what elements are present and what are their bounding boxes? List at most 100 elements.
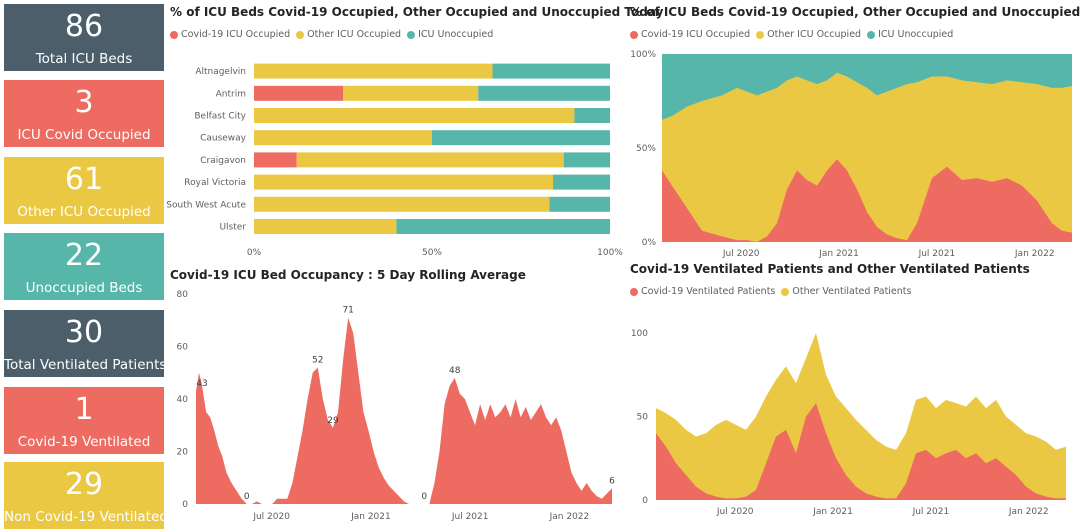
legend-item-unoccupied[interactable]: ICU Unoccupied [407,29,493,40]
x-tick-label: Jan 2021 [818,249,859,259]
chart1-legend: Covid-19 ICU Occupied Other ICU Occupied… [170,29,499,40]
kpi-value: 30 [64,315,104,350]
y-tick-label: 0 [642,496,648,506]
ventilated-patients-chart: 0 50 100 Jul 2020 Jan 2021 Jul 2021 Jan 2022 [631,329,1066,517]
x-tick-label: Jul 2021 [918,249,956,259]
legend-item-unoccupied[interactable]: ICU Unoccupied [867,29,953,40]
bar-segment [254,130,432,146]
legend-item-covid-ventilated[interactable]: Covid-19 Ventilated Patients [630,286,775,297]
legend-label: Covid-19 ICU Occupied [181,29,291,40]
x-tick-label: Jan 2021 [350,512,391,522]
legend-item-other-ventilated[interactable]: Other Ventilated Patients [781,286,911,297]
hospital-label: Causeway [200,134,247,144]
kpi-label: Total ICU Beds [35,51,133,67]
x-tick-label: Jan 2022 [549,512,590,522]
x-tick-label: Jul 2021 [912,507,950,517]
covid-occupied-area [662,159,1072,242]
legend-dot [630,287,638,296]
bar-segment [254,152,297,168]
legend-item-covid[interactable]: Covid-19 ICU Occupied [630,29,750,40]
legend-item-other[interactable]: Other ICU Occupied [756,29,861,40]
legend-label: Covid-19 ICU Occupied [641,29,751,40]
bar-segment [254,85,343,101]
legend-dot [781,287,790,296]
y-tick-label: 100 [631,329,648,339]
bar-segment [254,174,554,190]
hospital-label: South West Acute [166,200,246,210]
bar-segment [563,152,610,168]
kpi-unoccupied-beds[interactable]: 22 Unoccupied Beds [4,233,164,300]
data-label: 48 [449,366,461,376]
kpi-value: 1 [74,392,94,427]
x-tick-label: 0% [247,248,262,258]
legend-label: Other ICU Occupied [307,29,402,40]
kpi-label: Non Covid-19 Ventilated [4,509,168,525]
hospital-label: Royal Victoria [184,178,246,188]
x-tick-label: 50% [422,248,442,258]
kpi-total-ventilated[interactable]: 30 Total Ventilated Patients [4,310,167,377]
bar-segment [254,219,397,234]
legend-dot [296,30,305,39]
hospital-label: Ulster [219,223,246,233]
chart2-legend: Covid-19 ICU Occupied Other ICU Occupied… [630,29,959,40]
data-label: 52 [312,356,323,366]
hospital-occupancy-bar-chart: Altnagelvin Antrim Belfast City Causeway Cra… [166,63,623,258]
kpi-value: 22 [64,238,104,273]
icu-percent-area-chart: 0% 50% 100% Jul 2020 Jan 2021 Jul 2021 Jan 202… [630,50,1072,259]
kpi-other-icu-occupied[interactable]: 61 Other ICU Occupied [4,157,164,224]
kpi-total-icu-beds[interactable]: 86 Total ICU Beds [4,4,164,71]
x-tick-label: Jul 2020 [716,507,754,517]
bar-segment [343,85,479,101]
kpi-label: Covid-19 Ventilated [17,434,151,450]
data-label: 43 [196,379,207,389]
bar-segment [574,108,610,123]
y-tick-label: 50 [637,413,649,423]
hospital-label: Belfast City [194,112,246,122]
bar-segment [396,219,610,234]
data-label: 6 [609,476,615,486]
data-label: 29 [327,416,339,426]
bar-segment [254,63,493,79]
chart4-legend: Covid-19 Ventilated Patients Other Venti… [630,286,917,297]
chart3-title: Covid-19 ICU Bed Occupancy : 5 Day Rolli… [170,268,526,282]
kpi-covid-ventilated[interactable]: 1 Covid-19 Ventilated [4,387,164,454]
y-tick-label: 80 [177,290,189,300]
kpi-non-covid-ventilated[interactable]: 29 Non Covid-19 Ventilated [4,462,168,529]
legend-dot [630,30,638,39]
kpi-icu-covid-occupied[interactable]: 3 ICU Covid Occupied [4,80,164,147]
bar-segment [432,130,610,146]
kpi-label: ICU Covid Occupied [17,127,151,143]
x-tick-label: Jan 2021 [812,507,853,517]
y-tick-label: 20 [177,448,189,458]
y-tick-label: 50% [636,144,656,154]
x-tick-label: Jan 2022 [1014,249,1055,259]
legend-label: Covid-19 Ventilated Patients [641,286,776,297]
data-label: 0 [244,492,250,502]
legend-label: Other ICU Occupied [767,29,862,40]
kpi-label: Unoccupied Beds [25,280,143,296]
legend-item-covid[interactable]: Covid-19 ICU Occupied [170,29,290,40]
legend-dot [407,30,416,39]
y-tick-label: 60 [177,343,189,353]
x-tick-label: Jan 2022 [1008,507,1049,517]
legend-item-other[interactable]: Other ICU Occupied [296,29,401,40]
hospital-label: Antrim [216,89,246,99]
y-tick-label: 40 [177,395,189,405]
legend-dot [867,30,876,39]
kpi-label: Total Ventilated Patients [4,357,167,373]
bar-segment [549,196,610,212]
bar-segment [492,63,610,79]
y-tick-label: 100% [630,50,656,60]
legend-label: ICU Unoccupied [418,29,494,40]
x-tick-label: Jul 2020 [722,249,760,259]
bar-segment [254,196,550,212]
bar-segment [254,108,575,123]
kpi-value: 3 [74,85,94,120]
y-tick-label: 0 [182,500,188,510]
legend-label: ICU Unoccupied [878,29,954,40]
x-tick-label: Jul 2021 [451,512,489,522]
chart2-title: % of ICU Beds Covid-19 Occupied, Other O… [630,5,1080,19]
data-label: 71 [342,306,353,316]
